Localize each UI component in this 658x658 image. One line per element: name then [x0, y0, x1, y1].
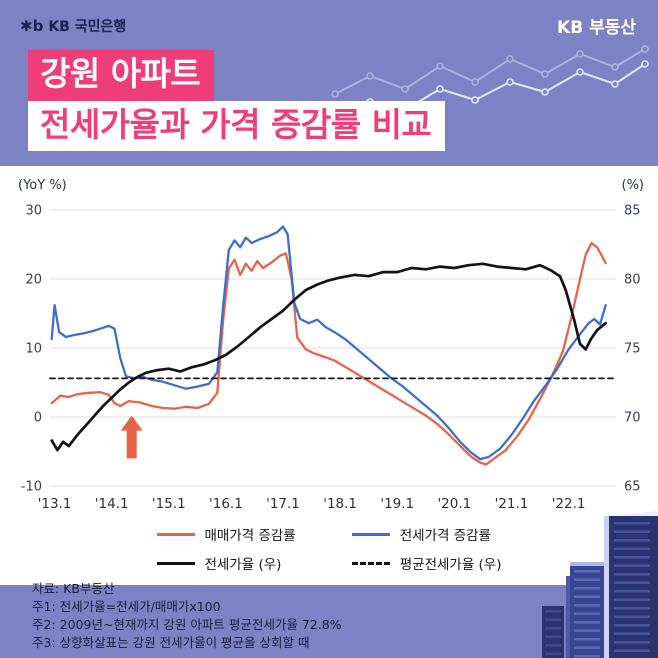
svg-text:20: 20 — [25, 273, 42, 288]
legend-label: 평균전세가율 (우) — [399, 557, 502, 573]
svg-text:70: 70 — [624, 411, 641, 426]
svg-text:-10: -10 — [21, 480, 42, 495]
svg-text:'18.1: '18.1 — [323, 496, 357, 512]
line-chart: 30 85 20 80 10 75 0 70 -10 65 '13.1 '14.1 '15.1 '16.1… — [18, 178, 645, 512]
svg-text:85: 85 — [624, 204, 641, 219]
svg-text:(%): (%) — [622, 178, 645, 193]
svg-text:80: 80 — [624, 273, 641, 288]
note-2: 주2: 2009년~현재까지 강원 아파트 평균전세가율 72.8% — [32, 616, 342, 632]
legend-label: 전세가율 (우) — [204, 557, 282, 573]
kb-star-icon: ✱b — [20, 16, 44, 35]
svg-text:'22.1: '22.1 — [552, 496, 586, 512]
black-line-swatch — [156, 561, 195, 565]
svg-text:'17.1: '17.1 — [266, 496, 300, 512]
kb-real-estate-brand: KB 부동산 — [557, 18, 636, 38]
svg-text:'15.1: '15.1 — [152, 496, 186, 512]
footer-notes: 자료: KB부동산 주1: 전세가율=전세가/매매가x100 주2: 2009년… — [0, 572, 658, 658]
building-illustration — [542, 511, 658, 658]
legend-item-sale-price-change: 매매가격 증감률 — [156, 524, 296, 544]
blue-line-swatch — [351, 532, 390, 536]
note-1: 주1: 전세가율=전세가/매매가x100 — [32, 598, 221, 614]
source-line: 자료: KB부동산 — [32, 580, 115, 596]
svg-text:'16.1: '16.1 — [209, 496, 243, 512]
legend-item-jeonse-price-change: 전세가격 증감률 — [351, 524, 502, 544]
svg-text:'13.1: '13.1 — [38, 496, 72, 512]
chart-panel: 30 85 20 80 10 75 0 70 -10 65 '13.1 '14.1 '15.1 '16.1… — [0, 166, 658, 585]
legend-item-jeonse-ratio: 전세가율 (우) — [156, 553, 296, 573]
svg-text:'19.1: '19.1 — [380, 496, 414, 512]
legend-item-average-jeonse-ratio: 평균전세가율 (우) — [351, 553, 502, 573]
legend-label: 매매가격 증감률 — [204, 528, 296, 544]
title-line-1: 강원 아파트 — [28, 50, 215, 101]
note-3: 주3: 상향화살표는 강원 전세가율이 평균을 상회할 때 — [32, 634, 310, 650]
top-bar: ✱b KB 국민은행 KB 부동산 — [0, 0, 658, 39]
red-line-swatch — [156, 532, 195, 536]
page-title: 강원 아파트 전세가율과 가격 증감률 비교 — [28, 50, 658, 152]
svg-text:'14.1: '14.1 — [95, 496, 129, 512]
svg-text:'20.1: '20.1 — [437, 496, 471, 512]
dashed-line-swatch — [351, 561, 390, 565]
svg-text:(YoY %): (YoY %) — [18, 178, 67, 193]
svg-text:30: 30 — [25, 204, 42, 219]
svg-text:65: 65 — [624, 480, 641, 495]
chart-legend: 매매가격 증감률 전세가격 증감률 전세가율 (우) 평균전세가율 (우) — [0, 520, 658, 585]
kb-bank-logo: ✱b KB 국민은행 — [20, 16, 126, 36]
legend-label: 전세가격 증감률 — [399, 528, 491, 544]
svg-text:10: 10 — [25, 342, 42, 357]
kb-bank-logo-text: KB 국민은행 — [48, 18, 127, 35]
svg-text:75: 75 — [624, 342, 641, 357]
title-line-2: 전세가율과 가격 증감률 비교 — [28, 100, 446, 152]
svg-text:'21.1: '21.1 — [495, 496, 529, 512]
svg-text:0: 0 — [34, 411, 42, 426]
